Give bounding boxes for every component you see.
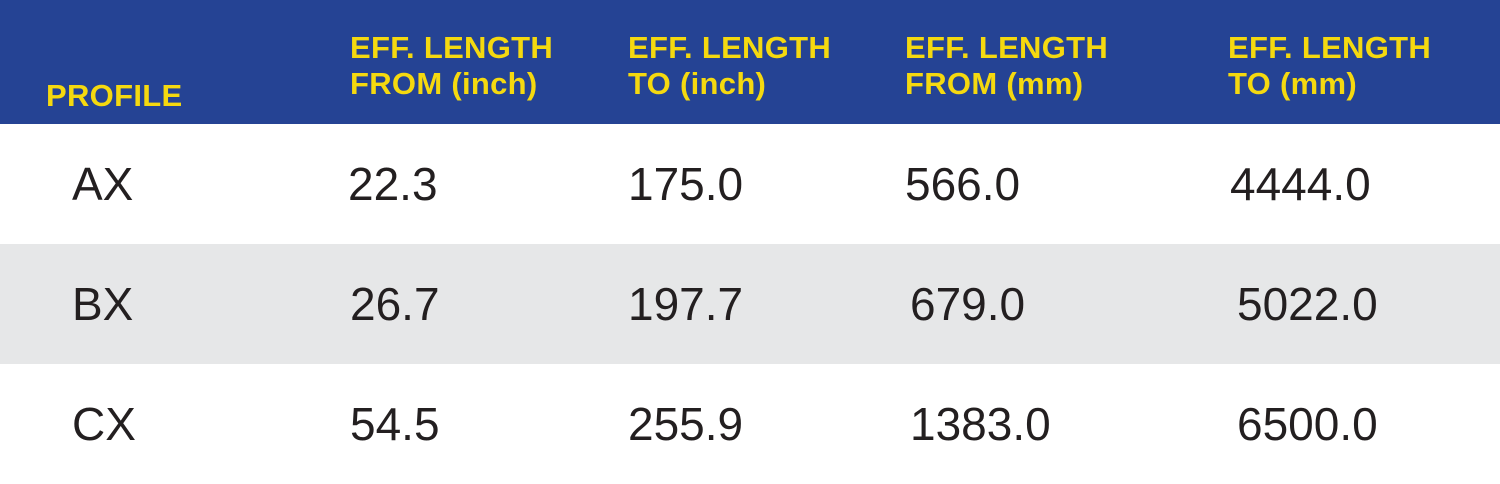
cell-from-inch: 54.5	[350, 398, 440, 450]
header-line1: EFF. LENGTH	[350, 30, 554, 65]
cell-from-mm: 1383.0	[910, 398, 1051, 450]
header-eff-length-to-mm: EFF. LENGTH TO (mm)	[1228, 30, 1431, 102]
table-row: AX 22.3 175.0 566.0 4444.0	[0, 124, 1500, 244]
cell-profile: CX	[72, 398, 136, 450]
cell-profile: BX	[72, 278, 134, 330]
cell-from-inch: 22.3	[348, 158, 438, 210]
cell-profile: AX	[72, 158, 134, 210]
header-profile: PROFILE	[46, 78, 182, 114]
header-eff-length-from-inch: EFF. LENGTH FROM (inch)	[350, 30, 553, 102]
header-eff-length-from-mm: EFF. LENGTH FROM (mm)	[905, 30, 1108, 102]
table-row: BX 26.7 197.7 679.0 5022.0	[0, 244, 1500, 364]
cell-to-inch: 197.7	[628, 278, 744, 330]
cell-to-mm: 4444.0	[1230, 158, 1371, 210]
cell-to-mm: 6500.0	[1237, 398, 1378, 450]
cell-from-inch: 26.7	[350, 278, 440, 330]
header-line1: EFF. LENGTH	[905, 30, 1109, 65]
header-profile-label: PROFILE	[46, 78, 183, 113]
table-header: PROFILE EFF. LENGTH FROM (inch) EFF. LEN…	[0, 0, 1500, 124]
cell-to-inch: 255.9	[628, 398, 744, 450]
header-line2: FROM (mm)	[905, 66, 1084, 101]
table-row: CX 54.5 255.9 1383.0 6500.0	[0, 364, 1500, 482]
header-line1: EFF. LENGTH	[1228, 30, 1432, 65]
cell-from-mm: 679.0	[910, 278, 1026, 330]
cell-from-mm: 566.0	[905, 158, 1021, 210]
header-line1: EFF. LENGTH	[628, 30, 832, 65]
header-line2: TO (inch)	[628, 66, 767, 101]
header-line2: TO (mm)	[1228, 66, 1357, 101]
cell-to-inch: 175.0	[628, 158, 744, 210]
cell-to-mm: 5022.0	[1237, 278, 1378, 330]
header-eff-length-to-inch: EFF. LENGTH TO (inch)	[628, 30, 831, 102]
header-line2: FROM (inch)	[350, 66, 538, 101]
